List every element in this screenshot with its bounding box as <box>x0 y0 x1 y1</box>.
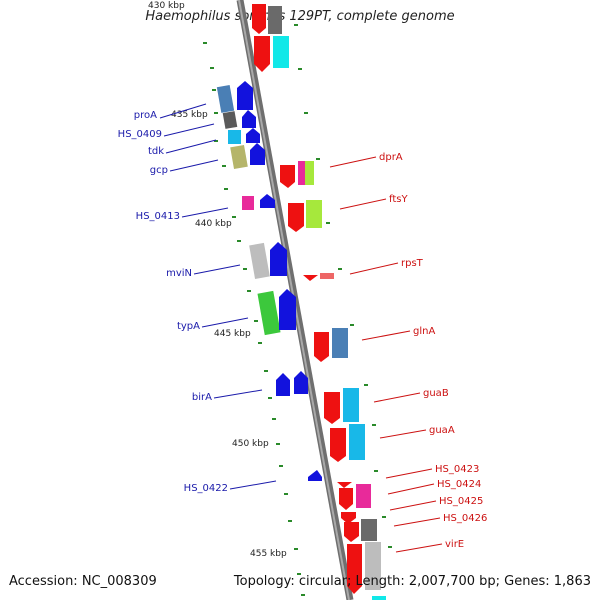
gene-blue-arrow <box>294 371 308 394</box>
ruler-label: 445 kbp <box>214 329 251 339</box>
ruler-labels: 430 kbp 435 kbp 440 kbp 445 kbp 450 kbp … <box>148 1 287 559</box>
gene-HS_0426 <box>344 522 359 542</box>
gene-label-mviN: mviN <box>166 268 192 279</box>
gene-HS_0413 <box>242 196 254 210</box>
right-leaders <box>329 156 443 553</box>
gene-blue-arrow <box>237 81 253 110</box>
ruler-ticks <box>203 24 392 596</box>
gene-gcp <box>230 144 248 170</box>
gene-top-red <box>254 36 270 72</box>
gene-label-HS_0425: HS_0425 <box>439 496 483 507</box>
gene-guaA <box>330 428 346 462</box>
gene-blue-arrow <box>260 194 275 208</box>
gene-label-birA: birA <box>192 392 212 403</box>
gene-blue-arrow <box>250 143 265 165</box>
genome-title: Haemophilus somnus 129PT, complete genom… <box>145 9 455 24</box>
gene-label-HS_0413: HS_0413 <box>136 211 180 222</box>
gene-shade <box>356 484 371 508</box>
gene-label-virE: virE <box>445 539 464 550</box>
gene-HS_0423 <box>337 482 352 488</box>
gene-label-proA: proA <box>134 110 157 121</box>
accession-label: Accession: NC_008309 <box>9 574 157 589</box>
gene-rpsT <box>303 275 318 281</box>
gene-HS_0425 <box>341 512 356 524</box>
gene-label-HS_0423: HS_0423 <box>435 464 479 475</box>
gene-typA <box>257 290 281 336</box>
ruler-label: 435 kbp <box>171 110 208 120</box>
gene-blue-arrow <box>279 289 296 330</box>
left-gene-labels: proA HS_0409 tdk gcp HS_0413 mviN typA b… <box>118 110 228 494</box>
gene-label-HS_0426: HS_0426 <box>443 513 487 524</box>
gene-label-dprA: dprA <box>379 152 403 163</box>
gene-guaB <box>324 392 340 424</box>
right-gene-glyphs <box>252 4 386 600</box>
gene-shade <box>298 161 305 185</box>
ruler-label: 430 kbp <box>148 1 185 11</box>
gene-virE <box>347 544 362 594</box>
gene-HS_0424 <box>339 488 353 510</box>
gene-mviN <box>249 242 270 279</box>
gene-shade <box>343 388 359 422</box>
gene-top-red <box>252 4 266 34</box>
gene-label-HS_0424: HS_0424 <box>437 479 481 490</box>
ruler-label: 455 kbp <box>250 549 287 559</box>
gene-blue-arrow <box>246 128 260 143</box>
gene-top-grey <box>268 6 282 34</box>
gene-blue-arrow <box>242 110 256 128</box>
gene-shade <box>305 161 314 185</box>
gene-blue-arrow <box>270 242 287 276</box>
gene-label-rpsT: rpsT <box>401 258 424 269</box>
gene-dprA <box>280 165 295 188</box>
gene-proA <box>216 84 235 113</box>
gene-label-guaB: guaB <box>423 388 449 399</box>
gene-birA <box>276 373 290 396</box>
gene-shade <box>361 519 377 541</box>
gene-top-cyan <box>273 36 289 68</box>
right-gene-labels: dprA ftsY rpsT glnA guaB guaA HS_0423 HS… <box>379 152 487 550</box>
gene-label-tdk: tdk <box>148 146 164 157</box>
gene-glnA <box>314 332 329 362</box>
gene-shade <box>365 542 381 590</box>
gene-shade <box>222 111 238 129</box>
gene-label-typA: typA <box>177 321 200 332</box>
gene-shade <box>332 328 348 358</box>
gene-HS_0422 <box>308 470 322 481</box>
gene-ftsY <box>288 203 304 232</box>
topology-label: Topology: circular; Length: 2,007,700 bp… <box>233 574 591 589</box>
gene-shade <box>306 200 322 228</box>
gene-shade <box>349 424 365 460</box>
gene-shade <box>372 596 386 600</box>
left-leaders <box>159 103 277 490</box>
gene-HS_0409 <box>228 130 241 144</box>
gene-label-gcp: gcp <box>150 165 168 176</box>
gene-label-ftsY: ftsY <box>389 194 408 205</box>
gene-label-glnA: glnA <box>413 326 435 337</box>
left-gene-glyphs <box>216 81 322 481</box>
gene-label-guaA: guaA <box>429 425 455 436</box>
ruler-label: 440 kbp <box>195 219 232 229</box>
gene-shade <box>320 273 334 279</box>
gene-label-HS_0409: HS_0409 <box>118 129 162 140</box>
ruler-label: 450 kbp <box>232 439 269 449</box>
gene-label-HS_0422: HS_0422 <box>184 483 228 494</box>
